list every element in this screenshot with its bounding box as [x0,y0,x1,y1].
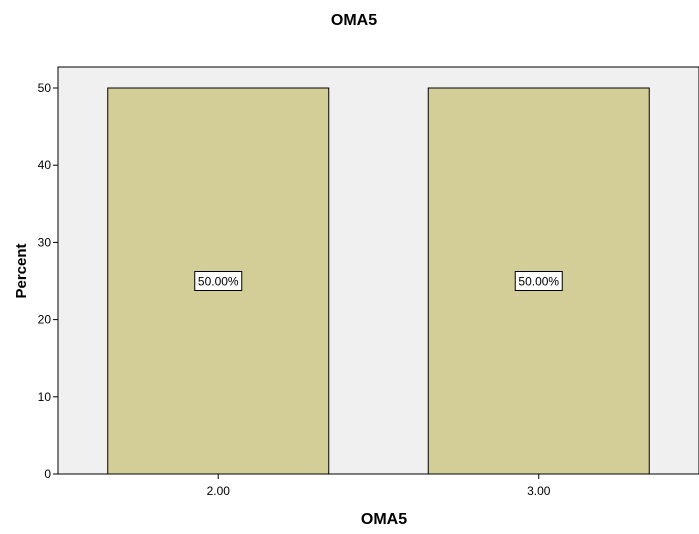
x-tick-label-2.00: 2.00 [207,484,231,498]
y-axis: 0 10 20 30 40 50 [38,81,58,481]
data-label-box-3.00 [514,271,563,291]
data-label-3.00: 50.00% [518,275,559,289]
y-tick-label-20: 20 [38,313,52,327]
y-tick-label-40: 40 [38,158,52,172]
chart-title: OMA5 [331,12,377,29]
x-axis-label: OMA5 [361,511,407,528]
bar-series: 50.00% 50.00% [107,87,650,475]
y-axis-label: Percent [13,243,30,298]
y-tick-label-30: 30 [38,235,52,249]
data-label-box-2.00 [194,271,243,291]
y-tick-label-50: 50 [38,81,52,95]
x-tick-label-3.00: 3.00 [527,484,551,498]
y-tick-label-10: 10 [38,390,52,404]
data-label-2.00: 50.00% [198,275,239,289]
y-tick-label-0: 0 [44,467,51,481]
x-axis: 2.00 3.00 [207,474,551,498]
